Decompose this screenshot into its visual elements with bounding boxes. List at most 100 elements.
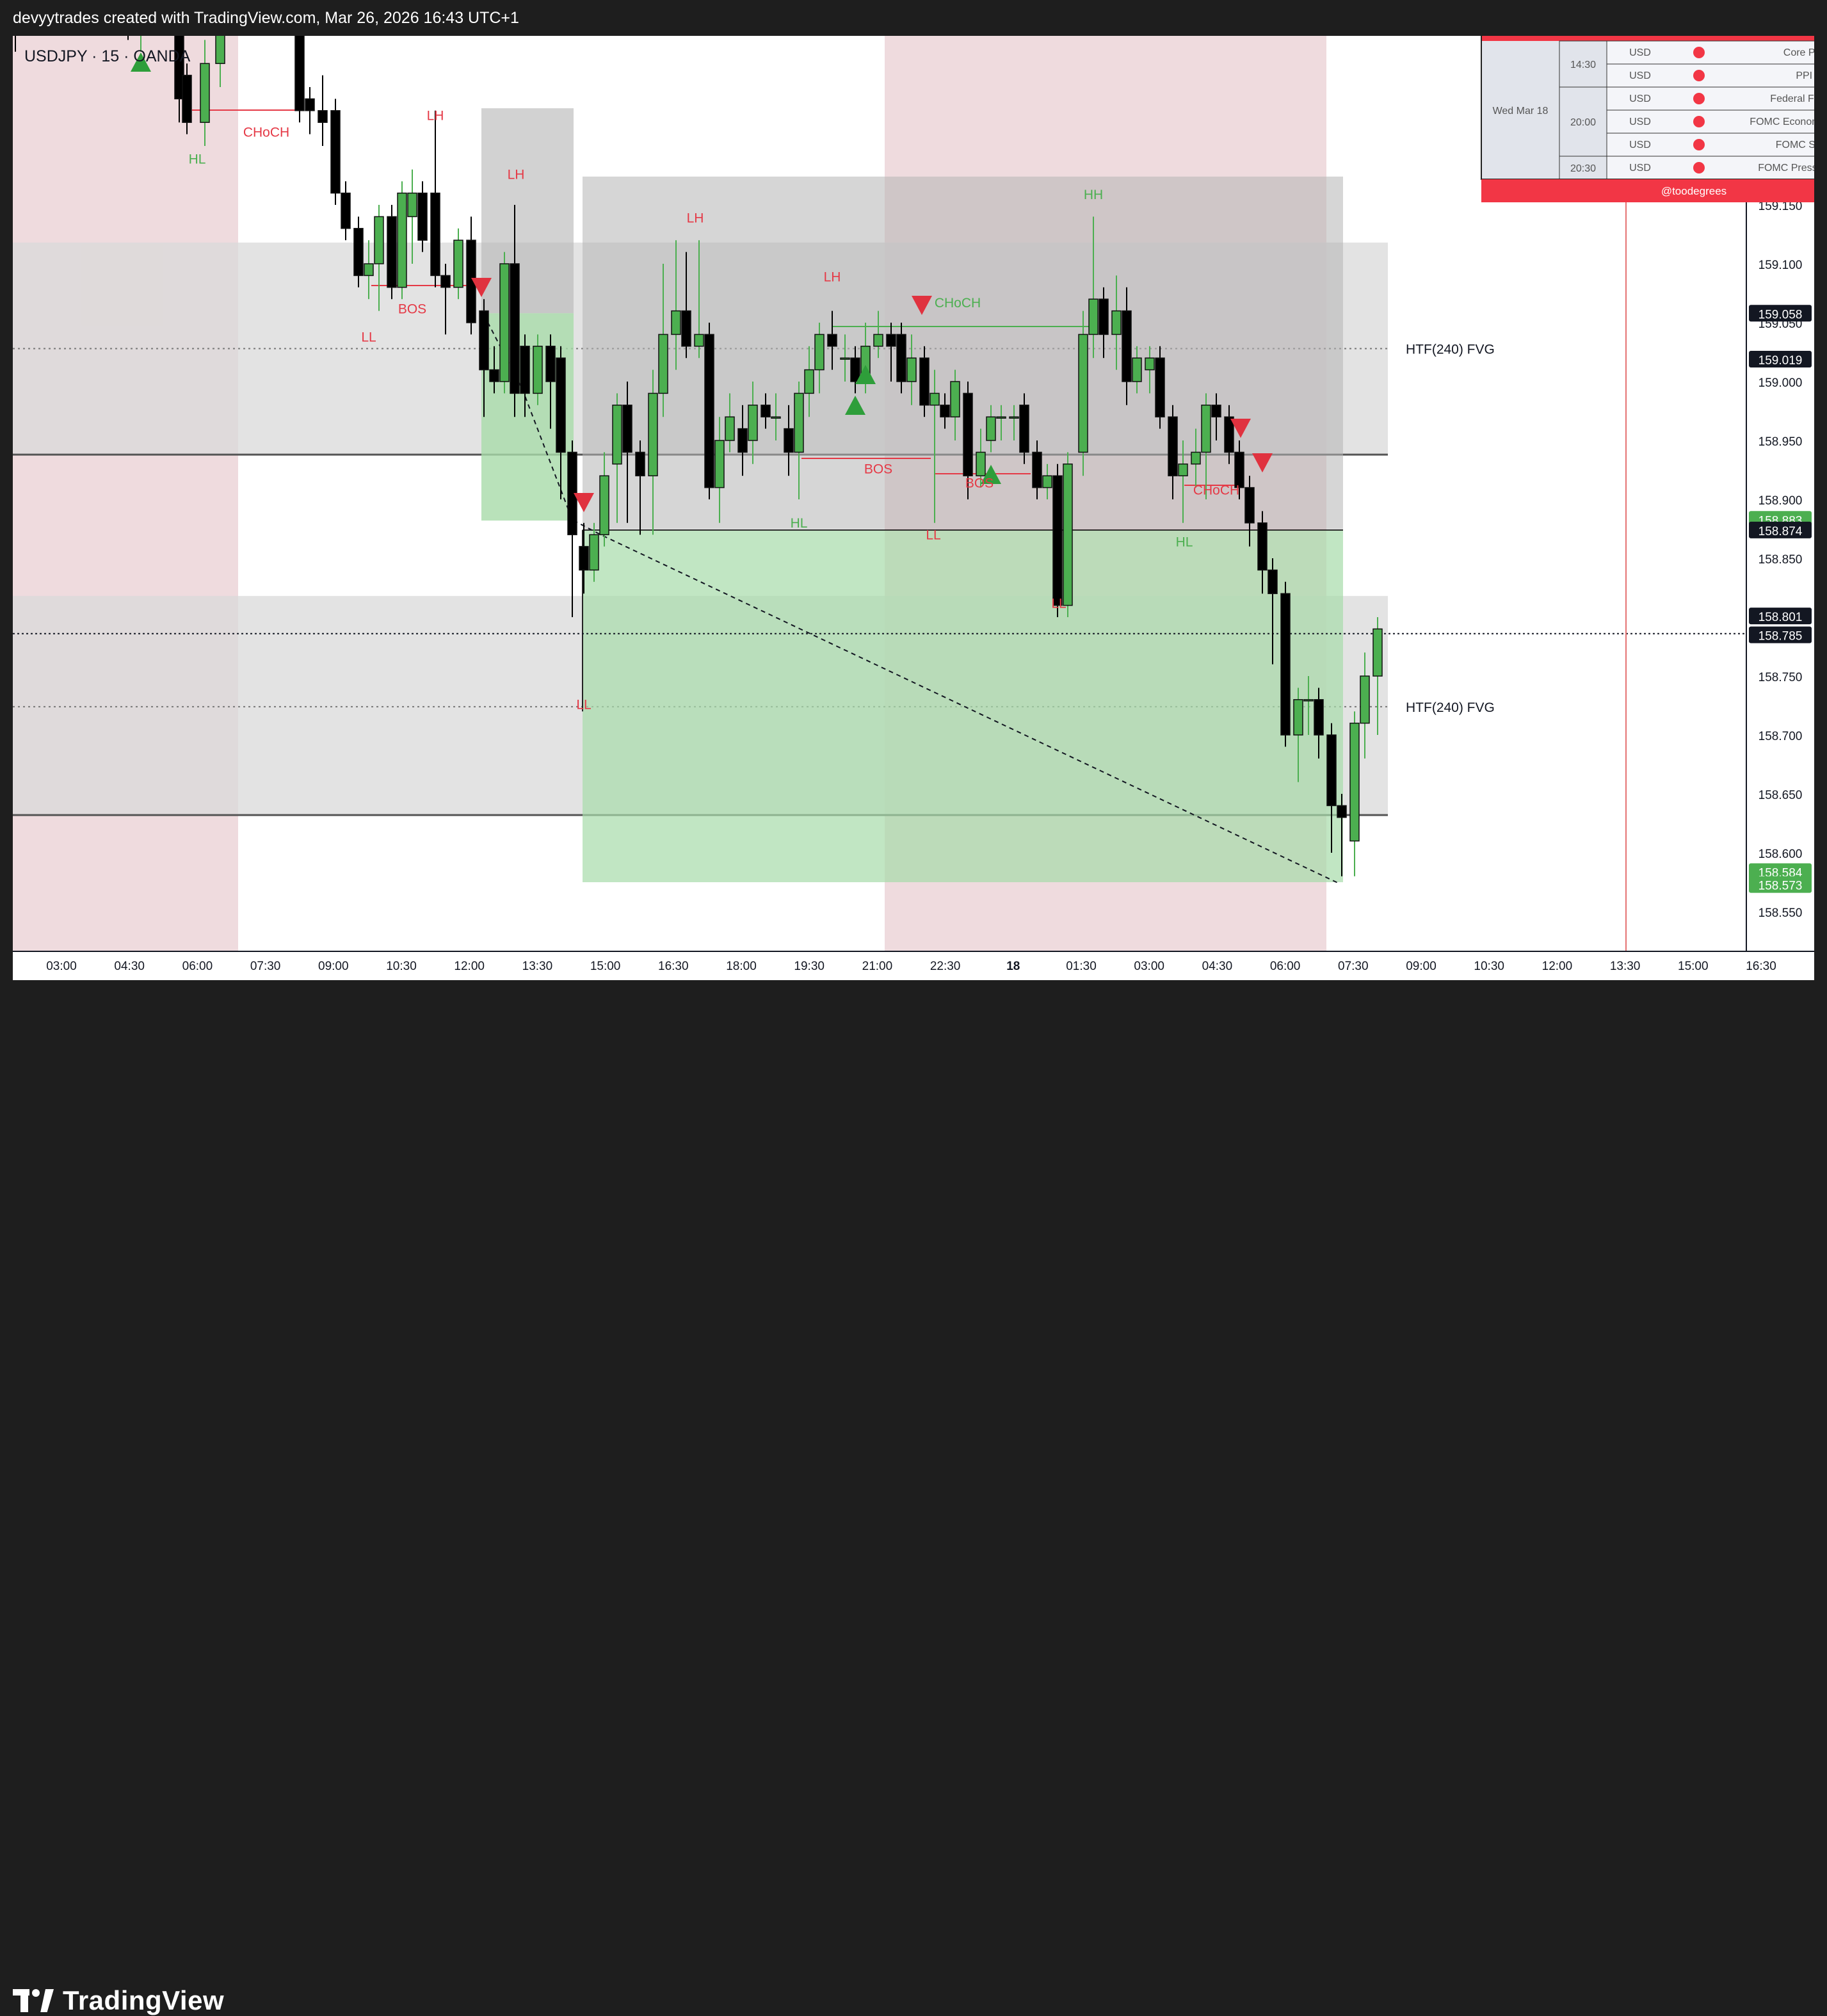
price-tick: 159.150 xyxy=(1759,200,1803,213)
candle-body xyxy=(599,475,609,535)
candle-body xyxy=(1099,298,1109,335)
candle-body xyxy=(950,381,960,417)
time-tick: 10:30 xyxy=(386,960,417,973)
htf-fvg-label: HTF(240) FVG xyxy=(1406,700,1495,715)
news-time: 14:30 xyxy=(1570,60,1596,70)
price-tick: 159.000 xyxy=(1759,376,1803,390)
high-impact-icon xyxy=(1693,70,1705,81)
price-marker-label: 158.785 xyxy=(1759,630,1803,643)
candle-body xyxy=(635,451,645,476)
news-time-cell xyxy=(1559,40,1607,88)
structure-label: LH xyxy=(824,270,841,285)
candle-body xyxy=(407,192,417,218)
price-marker-label: 158.874 xyxy=(1759,525,1803,538)
price-marker-label: 159.058 xyxy=(1759,308,1803,321)
price-tick: 158.750 xyxy=(1759,671,1803,684)
time-tick: 01:30 xyxy=(1066,960,1097,973)
time-tick: 22:30 xyxy=(930,960,961,973)
candle-body xyxy=(341,192,351,229)
candle-body xyxy=(873,334,883,347)
candle-body xyxy=(1372,628,1383,677)
news-time-cell xyxy=(1559,156,1607,180)
bullish-signal-icon xyxy=(845,396,865,415)
range-box-small xyxy=(481,108,574,314)
news-currency: USD xyxy=(1629,93,1651,104)
news-event: FOMC Press Conference xyxy=(1758,163,1814,173)
candle-body xyxy=(200,63,210,123)
candle-body xyxy=(579,545,589,571)
bullish-signal-icon xyxy=(981,465,1001,484)
candle-body xyxy=(1303,699,1314,702)
time-tick: 03:00 xyxy=(1134,960,1164,973)
structure-label: BOS xyxy=(398,302,426,316)
candle-body xyxy=(1244,487,1255,524)
time-tick: 15:00 xyxy=(590,960,621,973)
chart-canvas[interactable]: HTF(240) FVG HTF(240) FVG LH LH LH LH HH HL CHoC… xyxy=(10,0,1827,980)
candle-body xyxy=(1132,357,1142,382)
price-tick: 158.850 xyxy=(1759,553,1803,567)
time-tick: 04:30 xyxy=(1202,960,1233,973)
attribution-bar: devyytrades created with TradingView.com… xyxy=(0,0,1827,36)
candle-body xyxy=(1280,593,1291,736)
price-marker xyxy=(1749,521,1812,538)
candle-body xyxy=(648,392,658,476)
time-tick: 13:30 xyxy=(1610,960,1641,973)
bullish-signal-icon xyxy=(855,365,876,384)
price-marker-label: 159.019 xyxy=(1759,354,1803,367)
news-time: 20:00 xyxy=(1570,117,1596,128)
candle-body xyxy=(1063,464,1073,606)
price-marker xyxy=(1749,863,1812,880)
candle-body xyxy=(453,239,463,288)
news-date-cell xyxy=(1481,41,1559,179)
footer-bar: TradingView xyxy=(0,980,1827,2015)
candle-body xyxy=(1326,734,1337,807)
tradingview-mark-icon xyxy=(13,1989,54,2012)
news-currency: USD xyxy=(1629,70,1651,81)
candle-body xyxy=(896,334,906,382)
trend-path xyxy=(483,314,1340,884)
time-tick: 06:00 xyxy=(182,960,213,973)
news-currency: USD xyxy=(1629,163,1651,173)
candle-body xyxy=(1178,464,1188,476)
structure-label: LH xyxy=(508,168,525,182)
bearish-signal-icon xyxy=(1252,453,1273,472)
price-tick: 158.600 xyxy=(1759,848,1803,861)
bullish-signal-icon xyxy=(131,52,151,72)
candle-body xyxy=(1293,699,1303,736)
candle-body xyxy=(886,334,896,347)
candle-body xyxy=(479,310,489,371)
candle-body xyxy=(1155,357,1165,417)
time-tick: 15:00 xyxy=(1678,960,1709,973)
news-header xyxy=(1481,18,1827,41)
news-currency: USD xyxy=(1629,140,1651,150)
time-tick: 13:30 xyxy=(522,960,553,973)
candle-body xyxy=(784,428,794,453)
time-tick: 10:30 xyxy=(1474,960,1504,973)
candle-body xyxy=(1257,522,1268,571)
time-tick: 09:00 xyxy=(318,960,349,973)
candle-body xyxy=(612,405,622,465)
structure-label: HH xyxy=(1084,188,1103,202)
time-tick: 18 xyxy=(1006,960,1020,973)
candle-body xyxy=(671,310,681,335)
candle-body xyxy=(940,405,950,417)
tradingview-logo[interactable]: TradingView xyxy=(13,1985,224,2016)
candle-body xyxy=(761,405,771,417)
candle-body xyxy=(714,440,725,488)
news-event: FOMC Economic Projections xyxy=(1750,117,1814,127)
news-currency: USD xyxy=(1629,47,1651,58)
structure-label: LL xyxy=(361,330,376,344)
time-tick: 16:30 xyxy=(1746,960,1776,973)
time-tick: 07:30 xyxy=(1338,960,1369,973)
candle-body xyxy=(725,416,735,441)
candle-body xyxy=(499,263,510,382)
high-impact-icon xyxy=(1693,139,1705,150)
candle-body xyxy=(1337,805,1347,818)
structure-label: LH xyxy=(687,211,704,226)
candle-body xyxy=(545,346,556,382)
candle-body xyxy=(1314,699,1324,736)
high-impact-icon xyxy=(1693,47,1705,58)
time-tick: 07:30 xyxy=(250,960,281,973)
candle-body xyxy=(737,428,748,453)
structure-label: CHoCH xyxy=(935,296,981,310)
